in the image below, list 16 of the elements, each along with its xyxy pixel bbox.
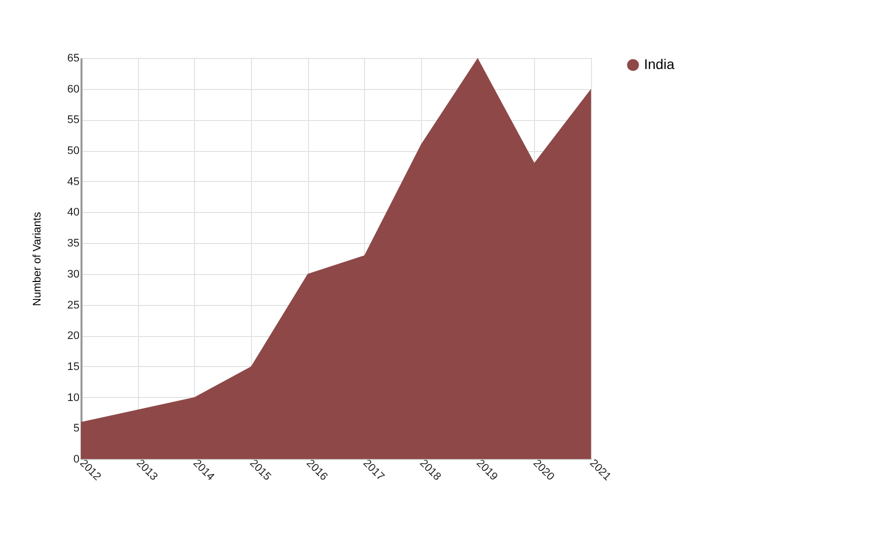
y-tick-label: 30	[67, 268, 80, 280]
y-tick-label: 45	[67, 176, 80, 188]
y-tick-label: 35	[67, 238, 80, 250]
legend-label: India	[644, 56, 675, 72]
y-tick-label: 60	[67, 83, 80, 96]
y-tick-label: 55	[67, 114, 80, 126]
y-tick-label: 10	[67, 392, 80, 404]
y-tick-label: 20	[67, 330, 80, 342]
y-tick-label: 0	[73, 454, 80, 466]
y-tick-label: 40	[67, 206, 80, 219]
y-tick-label: 15	[67, 360, 80, 373]
y-axis-title: Number of Variants	[31, 212, 44, 306]
y-tick-label: 5	[73, 422, 80, 435]
y-tick-label: 50	[67, 145, 80, 158]
y-tick-label: 65	[67, 52, 80, 64]
y-tick-label: 25	[67, 299, 80, 312]
